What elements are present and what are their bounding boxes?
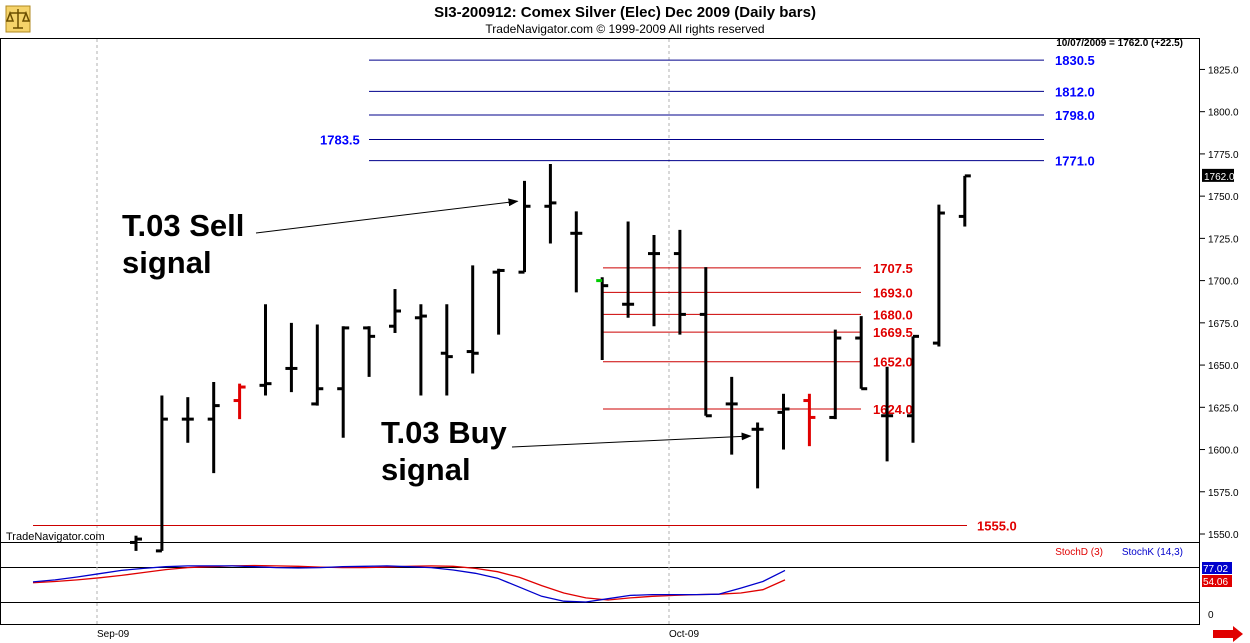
resistance-label: 1771.0: [1055, 154, 1095, 169]
y-tick-label: 1825.0: [1208, 65, 1239, 76]
y-tick-label: 1600.0: [1208, 446, 1239, 457]
y-tick-label: 1625.0: [1208, 403, 1239, 414]
stoch-value-bg: [1202, 562, 1232, 574]
x-tick-label: Oct-09: [669, 629, 699, 640]
ohlc-bars: [130, 164, 971, 553]
support-label: 1680.0: [873, 307, 913, 322]
price-panel-frame: [0, 38, 1200, 543]
indicator-panel-frame: [0, 542, 1200, 625]
chart-subtitle: TradeNavigator.com © 1999-2009 All right…: [485, 22, 764, 36]
date-axis: Sep-09 Oct-09: [97, 629, 699, 640]
grid-lines: [96, 39, 670, 624]
support-label: 1707.5: [873, 261, 913, 276]
support-label: 1555.0: [977, 519, 1017, 534]
scroll-right-button[interactable]: [1213, 626, 1243, 642]
signal-label: T.03 Sell: [122, 208, 244, 243]
stoch-k-line: [32, 565, 786, 603]
support-label: 1693.0: [873, 285, 913, 300]
chart-logo: [5, 5, 31, 33]
signal-arrow: [511, 432, 752, 448]
signal-label: signal: [381, 452, 471, 487]
stoch-d-legend: StochD (3): [1055, 547, 1103, 558]
signal-label: signal: [122, 245, 212, 280]
y-tick-label: 1725.0: [1208, 234, 1239, 245]
y-tick-label: 1800.0: [1208, 108, 1239, 119]
support-label: 1669.5: [873, 325, 913, 340]
stoch-k-value: 77.02: [1203, 564, 1228, 575]
resistance-label: 1798.0: [1055, 108, 1095, 123]
last-price-info: 10/07/2009 = 1762.0 (+22.5): [1056, 38, 1183, 49]
y-tick-label: 1675.0: [1208, 319, 1239, 330]
level-lines: 1830.5 1812.0 1798.0 1783.5 1771.0 1707.5 1693…: [33, 53, 1095, 534]
stoch-k-legend: StochK (14,3): [1122, 547, 1183, 558]
stoch-value-bg: [1202, 575, 1232, 587]
last-price-box: [1202, 168, 1234, 182]
resistance-label: 1812.0: [1055, 84, 1095, 99]
support-label: 1652.0: [873, 355, 913, 370]
y-tick-label: 1700.0: [1208, 277, 1239, 288]
x-tick-label: Sep-09: [97, 629, 130, 640]
watermark-text: TradeNavigator.com: [6, 531, 105, 543]
resistance-label: 1783.5: [320, 133, 360, 148]
resistance-label: 1830.5: [1055, 53, 1095, 68]
stoch-d-value: 54.06: [1203, 577, 1228, 588]
support-label: 1624.0: [873, 402, 913, 417]
chart-title: SI3-200912: Comex Silver (Elec) Dec 2009…: [434, 4, 816, 21]
y-tick-label: 1650.0: [1208, 361, 1239, 372]
stoch-zero-label: 0: [1208, 610, 1214, 621]
signal-arrow: [255, 198, 519, 234]
y-tick-label: 1575.0: [1208, 488, 1239, 499]
y-tick-label: 1550.0: [1208, 530, 1239, 541]
stochastic-lines: 54.06 77.02 0: [32, 562, 1232, 621]
last-price-label: 1762.0: [1204, 172, 1235, 183]
signal-label: T.03 Buy: [381, 415, 508, 450]
y-tick-label: 1775.0: [1208, 150, 1239, 161]
price-axis: 1550.0 1575.0 1600.0 1625.0 1650.0 1675.0 1700…: [1200, 65, 1239, 541]
y-tick-label: 1750.0: [1208, 192, 1239, 203]
